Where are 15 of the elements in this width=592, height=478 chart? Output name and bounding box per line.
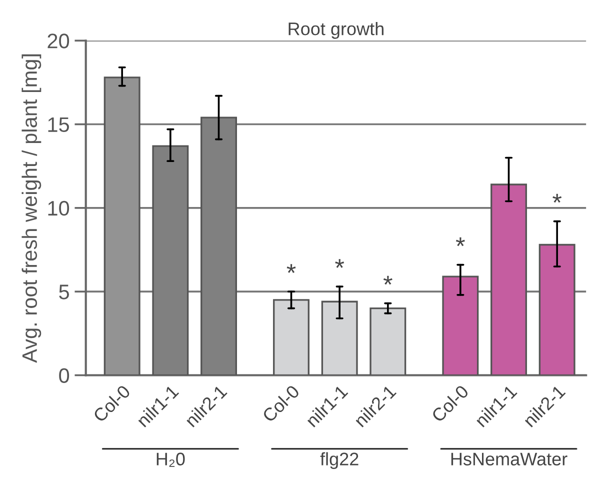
data-label: * <box>456 237 465 246</box>
chart-title: Root growth <box>288 22 384 39</box>
y-tick-label: 0 <box>59 368 70 383</box>
text: H₂0 <box>156 452 185 467</box>
data-label: * <box>383 276 392 285</box>
data-label: * <box>335 259 344 268</box>
y-tick-label: 5 <box>59 284 69 300</box>
y-axis-title: Avg. root fresh weight / plant [mg] <box>22 54 42 363</box>
data-label: * <box>286 264 296 273</box>
data-label: * <box>552 194 562 203</box>
text: HsNemaWater <box>451 452 568 466</box>
y-tick-label: 10 <box>48 200 70 216</box>
y-tick-label: 15 <box>48 117 69 132</box>
text: flg22 <box>320 452 358 470</box>
y-tick-label: 20 <box>48 34 70 48</box>
